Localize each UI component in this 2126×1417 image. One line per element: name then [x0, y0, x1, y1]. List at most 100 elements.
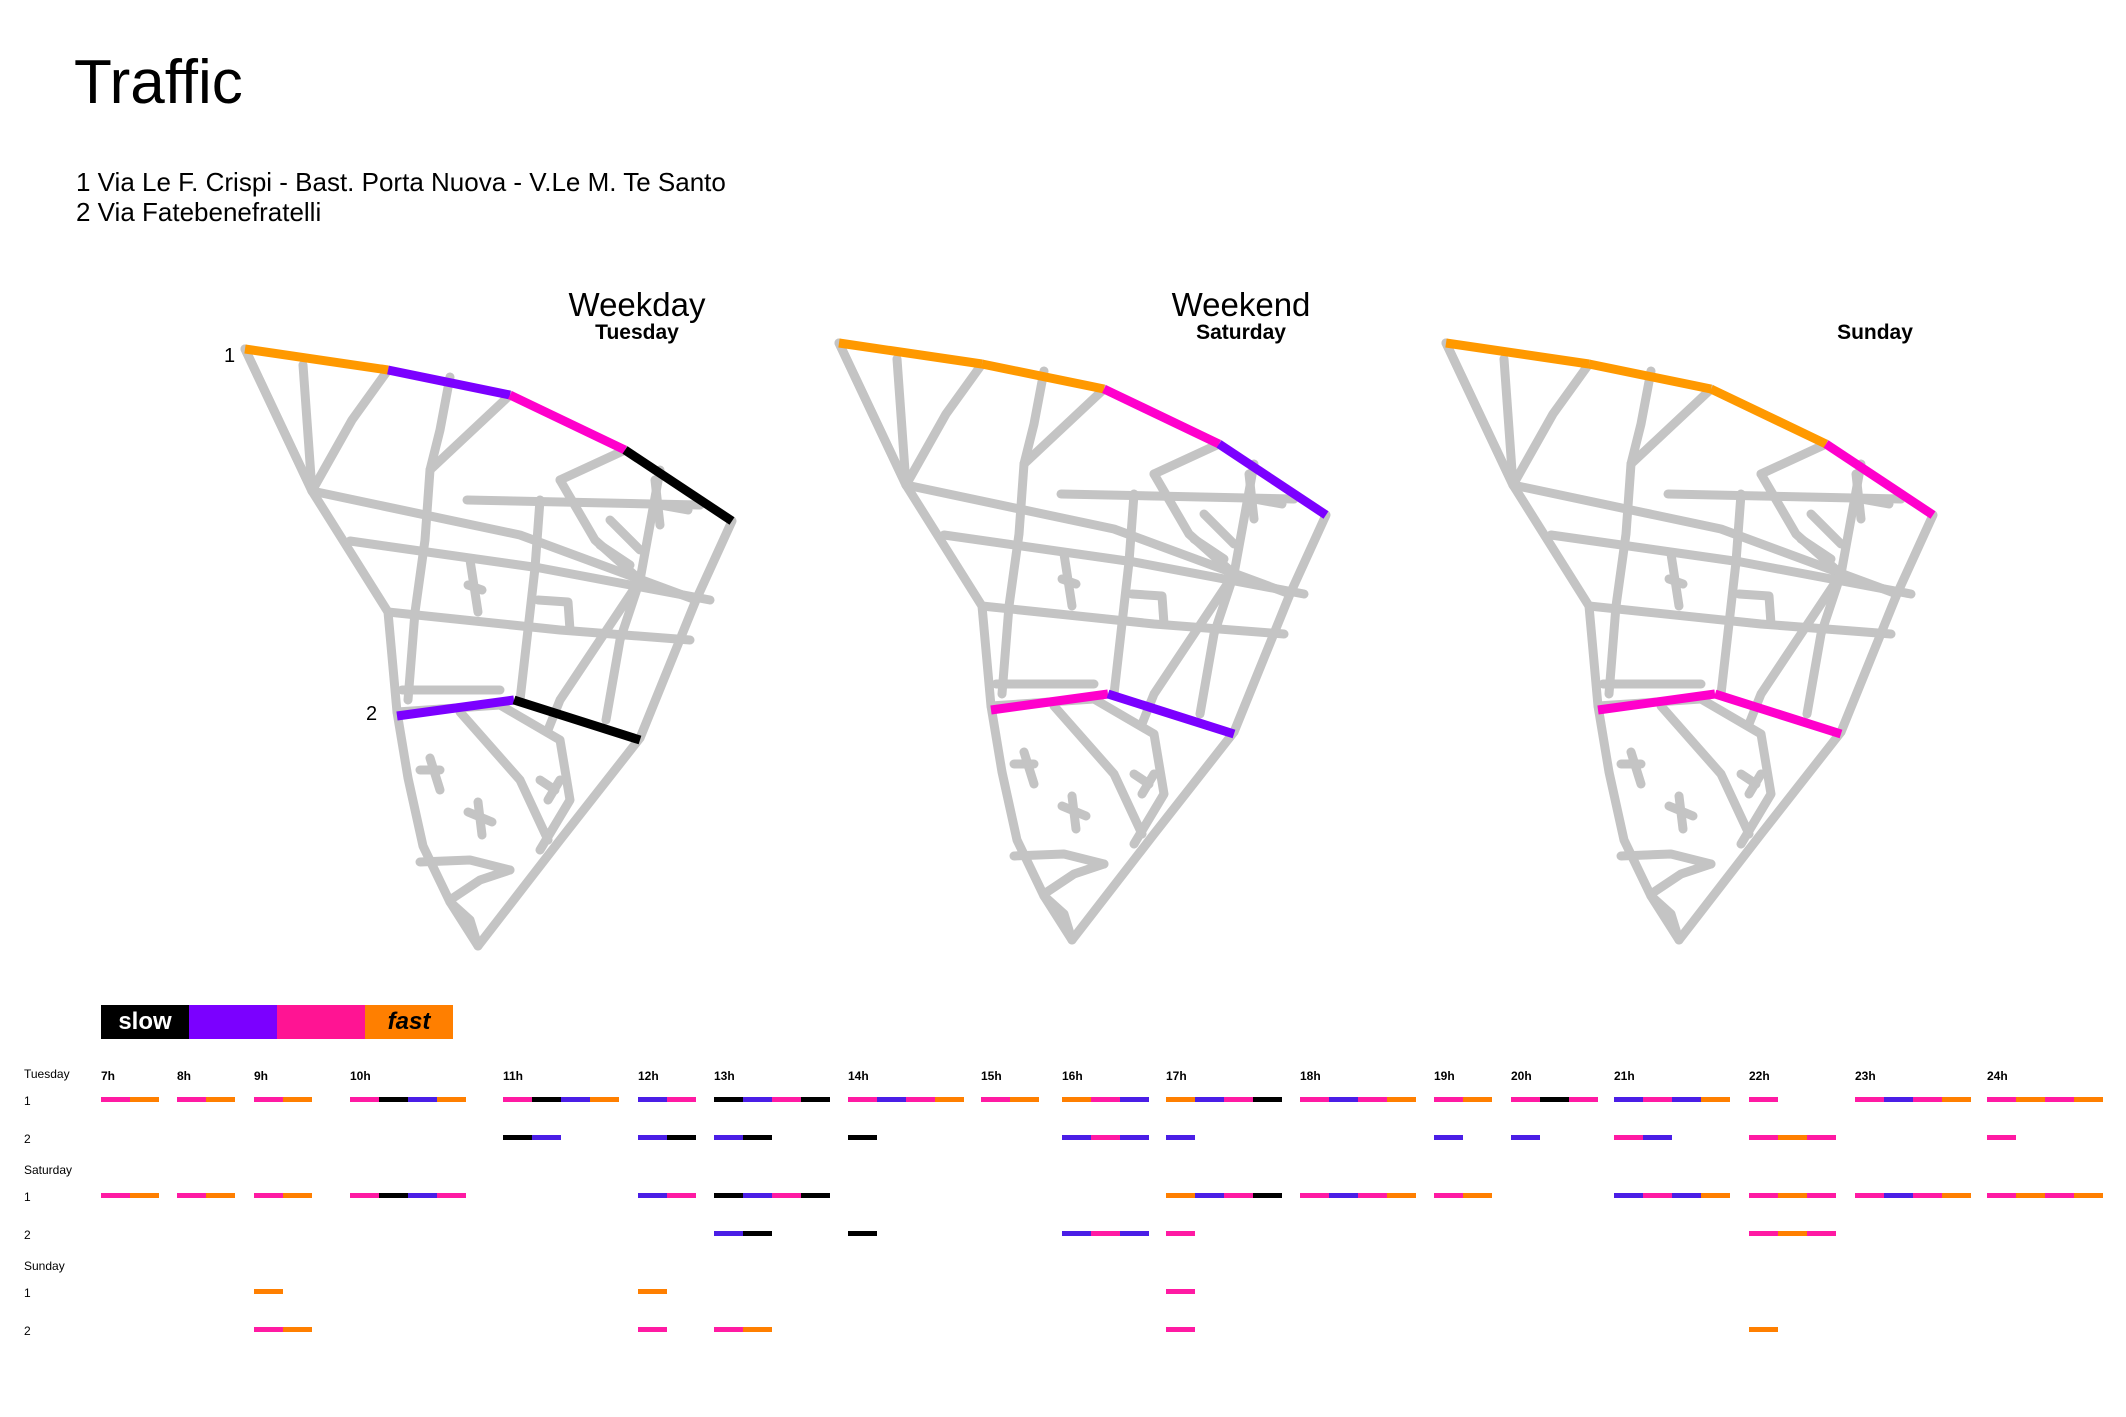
timeline-speed-segment [1778, 1135, 1807, 1140]
timeline-speed-segment [1778, 1231, 1807, 1236]
timeline-speed-segment [1062, 1231, 1091, 1236]
timeline-speed-segment [1511, 1135, 1540, 1140]
scale-fast-label: fast [387, 1008, 431, 1035]
timeline-speed-segment [801, 1193, 830, 1198]
timeline-speed-segment [1387, 1193, 1416, 1198]
timeline-speed-segment [848, 1135, 877, 1140]
timeline-speed-segment [1166, 1289, 1195, 1294]
timeline-speed-segment [1253, 1097, 1282, 1102]
timeline-speed-segment [1434, 1097, 1463, 1102]
timeline-speed-segment [283, 1097, 312, 1102]
timeline-speed-segment [1166, 1135, 1195, 1140]
timeline-speed-segment [1643, 1193, 1672, 1198]
timeline-speed-segment [1643, 1135, 1672, 1140]
timeline-speed-segment [714, 1231, 743, 1236]
tuesday-street1-segment [508, 390, 627, 455]
map-day-tuesday: Tuesday [595, 321, 679, 344]
hour-label: 8h [177, 1069, 192, 1083]
timeline-speed-segment [1749, 1327, 1778, 1332]
tuesday-street1-segment [387, 365, 511, 400]
timeline-speed-segment [1569, 1097, 1598, 1102]
timeline-speed-segment [254, 1327, 283, 1332]
timeline-speed-segment [1511, 1097, 1540, 1102]
timeline-speed-segment [1166, 1231, 1195, 1236]
timeline-speed-segment [283, 1327, 312, 1332]
timeline-speed-segment [1195, 1193, 1224, 1198]
timeline-speed-segment [1166, 1097, 1195, 1102]
hour-label: 12h [638, 1069, 659, 1083]
scale-slow-label: slow [118, 1008, 172, 1035]
timeline-speed-segment [1913, 1097, 1942, 1102]
timeline-speed-segment [1062, 1097, 1091, 1102]
scale-medium-fast [277, 1005, 365, 1039]
page-title: Traffic [74, 48, 243, 117]
timeline-speed-segment [2074, 1097, 2103, 1102]
street-legend-2: 2 Via Fatebenefratelli [76, 197, 322, 227]
timeline-speed-segment [638, 1135, 667, 1140]
timeline-speed-segment [1749, 1135, 1778, 1140]
hour-label: 22h [1749, 1069, 1770, 1083]
timeline-street-label: 2 [24, 1324, 31, 1338]
timeline-day-label: Saturday [24, 1163, 73, 1177]
timeline-speed-segment [101, 1193, 130, 1198]
timeline-day-label: Sunday [24, 1259, 65, 1273]
street-legend-1: 1 Via Le F. Crispi - Bast. Porta Nuova -… [76, 167, 726, 197]
hour-label: 19h [1434, 1069, 1455, 1083]
map-street-label-1: 1 [224, 345, 236, 367]
timeline-speed-segment [1749, 1193, 1778, 1198]
timeline-speed-segment [379, 1193, 408, 1198]
timeline-speed-segment [437, 1097, 466, 1102]
timeline-speed-segment [1166, 1193, 1195, 1198]
hour-label: 9h [254, 1069, 269, 1083]
timeline-speed-segment [638, 1327, 667, 1332]
timeline-speed-segment [1120, 1097, 1149, 1102]
timeline-speed-segment [177, 1193, 206, 1198]
timeline-speed-segment [1091, 1135, 1120, 1140]
timeline-speed-segment [801, 1097, 830, 1102]
timeline-speed-segment [1672, 1193, 1701, 1198]
timeline-speed-segment [667, 1135, 696, 1140]
timeline-speed-segment [254, 1193, 283, 1198]
timeline-speed-segment [743, 1231, 772, 1236]
timeline-speed-segment [1062, 1135, 1091, 1140]
timeline-speed-segment [638, 1289, 667, 1294]
timeline-speed-segment [1300, 1193, 1329, 1198]
saturday-street2-segment [1106, 689, 1236, 739]
hour-label: 14h [848, 1069, 869, 1083]
timeline-speed-segment [2045, 1097, 2074, 1102]
timeline-speed-segment [1987, 1193, 2016, 1198]
saturday-street1-segment [981, 359, 1105, 394]
timeline-speed-segment [1942, 1097, 1971, 1102]
map-day-saturday: Saturday [1196, 321, 1286, 344]
timeline-speed-segment [1884, 1193, 1913, 1198]
timeline-speed-segment [503, 1135, 532, 1140]
timeline-speed-segment [1942, 1193, 1971, 1198]
sunday-street1-segment [1445, 338, 1590, 369]
hour-label: 15h [981, 1069, 1002, 1083]
hour-label: 17h [1166, 1069, 1187, 1083]
timeline-speed-segment [1807, 1231, 1836, 1236]
timeline-speed-segment [101, 1097, 130, 1102]
timeline-speed-segment [254, 1097, 283, 1102]
timeline-speed-segment [1540, 1097, 1569, 1102]
timeline-speed-segment [2016, 1097, 2045, 1102]
timeline-speed-segment [1614, 1097, 1643, 1102]
timeline-speed-segment [1463, 1097, 1492, 1102]
timeline-speed-segment [130, 1097, 159, 1102]
timeline-speed-segment [743, 1135, 772, 1140]
timeline-speed-segment [1614, 1193, 1643, 1198]
timeline-speed-segment [906, 1097, 935, 1102]
timeline-speed-segment [206, 1097, 235, 1102]
timeline-speed-segment [772, 1193, 801, 1198]
timeline-speed-segment [1701, 1097, 1730, 1102]
timeline-speed-segment [1091, 1097, 1120, 1102]
saturday-street1-segment [1216, 440, 1329, 519]
timeline-speed-segment [2045, 1193, 2074, 1198]
timeline-speed-segment [714, 1135, 743, 1140]
timeline-speed-segment [1884, 1097, 1913, 1102]
timeline-speed-segment [877, 1097, 906, 1102]
timeline-speed-segment [350, 1097, 379, 1102]
timeline-speed-segment [1463, 1193, 1492, 1198]
timeline-speed-segment [667, 1097, 696, 1102]
timeline-speed-segment [1329, 1193, 1358, 1198]
